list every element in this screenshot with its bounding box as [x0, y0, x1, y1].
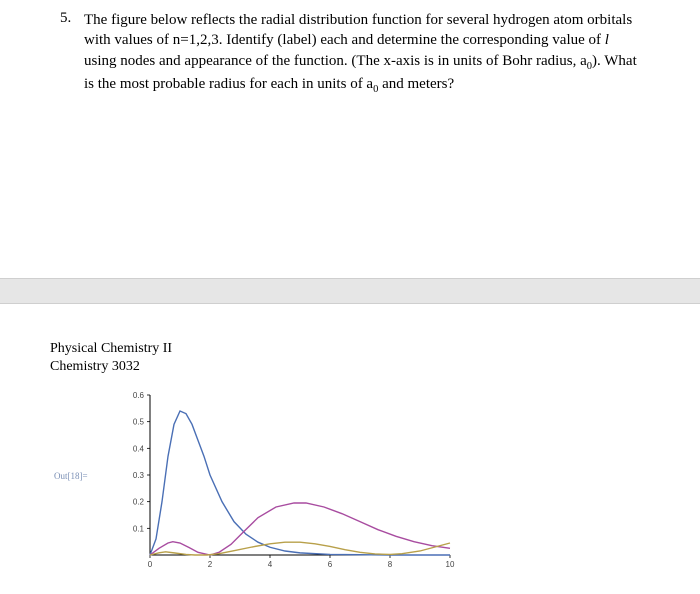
svg-text:2: 2: [208, 560, 213, 569]
course-line-1: Physical Chemistry II: [50, 340, 700, 358]
svg-text:0.3: 0.3: [133, 471, 145, 480]
course-title: Physical Chemistry II Chemistry 3032: [50, 340, 700, 375]
svg-text:0.2: 0.2: [133, 498, 145, 507]
chart-out-label: Out[18]=: [54, 471, 88, 481]
question-block: 5. The figure below reflects the radial …: [0, 0, 700, 97]
page-2: Physical Chemistry II Chemistry 3032 Out…: [0, 320, 700, 569]
svg-text:0.4: 0.4: [133, 444, 145, 453]
svg-text:0.1: 0.1: [133, 524, 145, 533]
course-line-2: Chemistry 3032: [50, 358, 700, 376]
question-text-p1: The figure below reflects the radial dis…: [84, 12, 632, 48]
series-2s: [150, 503, 450, 555]
svg-text:0.6: 0.6: [133, 391, 145, 400]
question-text: The figure below reflects the radial dis…: [84, 10, 640, 97]
page-separator: [0, 278, 700, 304]
svg-text:0.5: 0.5: [133, 418, 145, 427]
svg-text:0: 0: [148, 560, 153, 569]
series-1s: [150, 411, 450, 555]
chart-svg: 0.1 0.2 0.3 0.4 0.5 0.6 0 2 4 6 8 10: [110, 389, 470, 569]
question-row: 5. The figure below reflects the radial …: [60, 10, 640, 97]
question-text-p4: and meters?: [378, 76, 454, 92]
svg-text:6: 6: [328, 560, 333, 569]
svg-text:8: 8: [388, 560, 393, 569]
radial-distribution-chart: Out[18]= 0.10.20.30.40.50.60246810: [110, 389, 470, 569]
symbol-l: l: [605, 32, 609, 48]
question-number: 5.: [60, 10, 84, 27]
question-text-p2: using nodes and appearance of the functi…: [84, 53, 587, 69]
svg-text:10: 10: [446, 560, 455, 569]
svg-text:4: 4: [268, 560, 273, 569]
